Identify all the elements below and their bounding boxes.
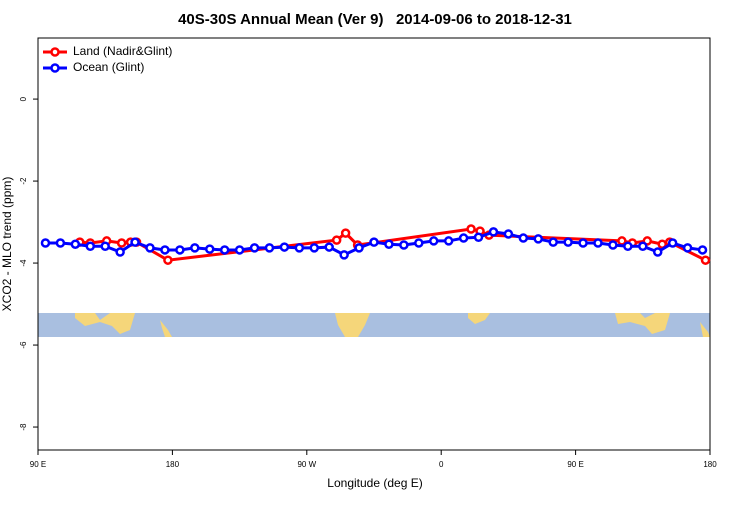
data-point (279, 242, 290, 252)
data-point (249, 243, 260, 253)
data-point (652, 247, 663, 257)
data-point (697, 245, 708, 255)
data-point (190, 243, 200, 253)
x-tick-label: 180 (703, 460, 717, 469)
x-tick-label: 90 W (297, 460, 316, 469)
data-point (473, 232, 484, 242)
data-point (369, 237, 379, 247)
data-point (667, 238, 678, 248)
ocean-strip (38, 313, 710, 337)
legend-label: Land (Nadir&Glint) (73, 44, 172, 58)
data-point (414, 238, 424, 248)
data-point (593, 238, 603, 248)
data-point (340, 228, 351, 238)
data-point (55, 238, 66, 248)
data-point (458, 233, 469, 243)
data-point (324, 242, 334, 252)
data-point (115, 247, 125, 257)
y-tick-label: 0 (19, 96, 28, 101)
x-axis-label: Longitude (deg E) (327, 476, 422, 490)
data-point (145, 243, 155, 253)
legend-marker (50, 63, 60, 73)
data-point (638, 241, 648, 252)
land-nz-2 (700, 322, 710, 337)
land-south-america (335, 313, 370, 337)
land-africa (468, 313, 490, 324)
x-tick-label: 180 (166, 460, 180, 469)
data-point (399, 240, 409, 250)
data-point (331, 235, 342, 245)
land-nz (160, 320, 172, 337)
data-point (466, 224, 476, 234)
data-point (204, 244, 215, 254)
data-point (309, 243, 320, 253)
data-point (608, 240, 618, 250)
data-point (219, 245, 230, 255)
data-point (503, 229, 514, 239)
data-point (130, 237, 140, 247)
data-point (294, 243, 305, 253)
data-point (40, 238, 51, 248)
data-point (548, 237, 558, 247)
land-australia (75, 313, 135, 334)
data-point (428, 236, 439, 246)
y-tick-label: -8 (19, 423, 28, 431)
data-point (175, 245, 185, 255)
x-tick-label: 90 E (567, 460, 583, 469)
data-point (533, 234, 544, 244)
plot-frame (37, 37, 711, 451)
data-point (682, 243, 693, 253)
data-point (384, 239, 394, 249)
data-point (700, 255, 711, 265)
x-tick-label: 0 (439, 460, 444, 469)
land-australia-2 (615, 313, 670, 334)
data-point (488, 227, 499, 237)
data-point (264, 243, 275, 253)
data-point (234, 245, 245, 255)
data-point (578, 238, 588, 248)
data-point (563, 237, 573, 247)
data-point (160, 245, 170, 255)
data-point (116, 238, 127, 248)
data-point (518, 233, 529, 243)
chart-title: 40S-30S Annual Mean (Ver 9) 2014-09-06 t… (178, 11, 572, 28)
legend-label: Ocean (Glint) (73, 60, 144, 74)
data-point (85, 241, 96, 252)
y-axis-label: XCO2 - MLO trend (ppm) (0, 177, 14, 312)
data-point (100, 241, 110, 252)
data-point (354, 243, 364, 253)
map-strip (38, 313, 710, 337)
data-point (623, 241, 633, 252)
y-tick-label: -2 (19, 177, 28, 185)
y-tick-label: -4 (19, 259, 28, 267)
legend-marker (50, 47, 60, 57)
y-tick-label: -6 (19, 341, 28, 349)
data-point (163, 255, 173, 265)
data-point (443, 236, 454, 246)
x-tick-label: 90 E (30, 460, 46, 469)
data-point (339, 250, 349, 260)
data-point (70, 239, 81, 249)
